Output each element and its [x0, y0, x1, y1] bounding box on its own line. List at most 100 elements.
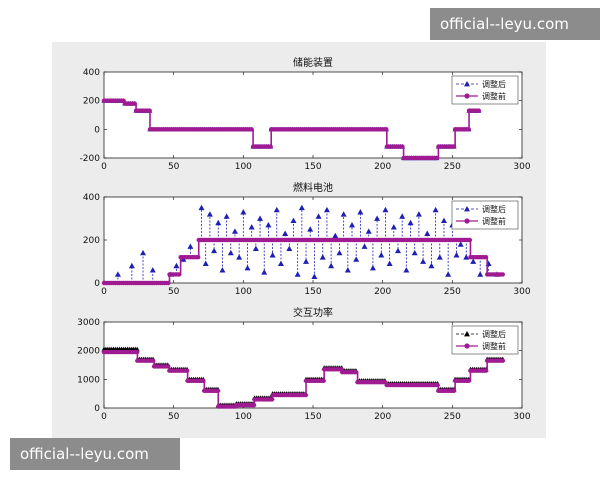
series-after-marker [390, 224, 397, 230]
series-before-marker [201, 378, 206, 383]
series-after-marker [336, 249, 343, 256]
x-tick-label: 300 [513, 287, 530, 297]
x-tick-label: 250 [444, 412, 461, 422]
series-after-marker [244, 264, 251, 271]
series-after-marker [457, 241, 464, 247]
series-after-marker [219, 267, 226, 273]
series-after-marker [257, 215, 264, 221]
legend-after-label: 调整后 [482, 79, 506, 89]
series-before-marker [134, 349, 140, 355]
series-before-marker [249, 127, 254, 132]
series-after-marker [231, 228, 238, 234]
x-tick-label: 100 [235, 412, 252, 422]
x-tick-label: 100 [235, 162, 252, 172]
series-before-marker [132, 101, 137, 106]
y-tick-label: 400 [83, 68, 100, 78]
series-before-marker [165, 364, 171, 369]
series-after-marker [332, 232, 339, 239]
series-after-marker [277, 260, 284, 267]
series-before-marker [195, 255, 201, 260]
series-after-marker [114, 271, 121, 277]
series-after-marker [374, 215, 381, 221]
chart-title: 燃料电池 [293, 181, 333, 194]
y-tick-label: 1000 [77, 375, 100, 385]
series-before-marker [166, 280, 171, 286]
chart-title: 交互功率 [293, 306, 333, 319]
series-before-marker [435, 382, 440, 388]
series-after-marker [294, 271, 301, 277]
series-after-marker [206, 211, 213, 217]
series-before-marker [467, 237, 473, 243]
series-after-marker [357, 209, 364, 215]
series-after-marker [463, 254, 470, 260]
series-after-marker [436, 254, 443, 260]
x-tick-label: 300 [513, 162, 530, 172]
series-before-marker [500, 272, 505, 277]
series-before-marker [384, 127, 389, 132]
series-after-marker [470, 258, 477, 264]
x-tick-label: 250 [444, 287, 461, 297]
x-tick-label: 250 [444, 162, 461, 172]
series-before-marker [476, 108, 482, 113]
y-tick-label: 0 [94, 404, 100, 414]
y-tick-label: 0 [94, 279, 100, 289]
series-after-marker [382, 206, 389, 213]
series-before-marker [303, 392, 308, 398]
series-after-marker [290, 217, 297, 224]
series-after-marker [411, 249, 418, 256]
series-after-marker [269, 252, 276, 258]
series-before-marker [400, 144, 405, 149]
y-tick-label: -200 [80, 154, 101, 164]
series-after-marker [215, 219, 222, 226]
legend-box [451, 325, 519, 355]
series-after-marker [386, 260, 393, 267]
series-after-marker [453, 252, 460, 258]
series-after-marker [187, 243, 194, 249]
series-after-marker [261, 269, 268, 275]
series-before-marker [147, 108, 152, 113]
series-after-marker [399, 213, 406, 219]
x-tick-label: 50 [168, 287, 180, 297]
watermark-bottom: official--leyu.com [10, 438, 180, 470]
y-tick-label: 2000 [77, 347, 100, 357]
series-after-marker [211, 247, 218, 254]
series-after-marker [394, 247, 401, 254]
y-tick-label: 200 [83, 236, 100, 246]
series-after-marker [240, 209, 247, 215]
series-before-marker [184, 368, 190, 373]
legend-before-marker [464, 93, 470, 99]
series-before-marker [451, 144, 457, 149]
series-after-marker [298, 204, 305, 211]
legend-before-marker [464, 218, 470, 224]
series-before-marker [268, 144, 273, 149]
series-after-marker [361, 243, 368, 249]
series-after-marker [365, 228, 372, 234]
series-after-marker [378, 252, 385, 258]
y-tick-label: 0 [94, 125, 100, 135]
series-after-marker [432, 206, 439, 213]
x-tick-label: 0 [101, 162, 107, 172]
x-tick-label: 50 [168, 162, 180, 172]
series-after-marker [265, 221, 272, 228]
legend-after-label: 调整后 [482, 329, 506, 339]
series-after-marker [311, 273, 318, 279]
x-tick-label: 0 [101, 287, 107, 297]
series-after-marker [149, 267, 156, 273]
series-after-marker [198, 204, 205, 211]
legend-box [451, 75, 519, 105]
series-before-marker [466, 378, 471, 383]
x-tick-label: 150 [304, 162, 321, 172]
series-after-marker [340, 211, 347, 217]
legend-before-label: 调整前 [482, 216, 506, 226]
series-after-marker [424, 230, 431, 236]
series-after-marker [369, 264, 376, 271]
series-before-marker [215, 388, 221, 393]
series-after-marker [140, 249, 147, 256]
x-tick-label: 50 [168, 412, 180, 422]
series-before-marker [451, 388, 457, 393]
legend-after-marker [464, 81, 470, 87]
watermark-top: official--leyu.com [430, 8, 600, 40]
